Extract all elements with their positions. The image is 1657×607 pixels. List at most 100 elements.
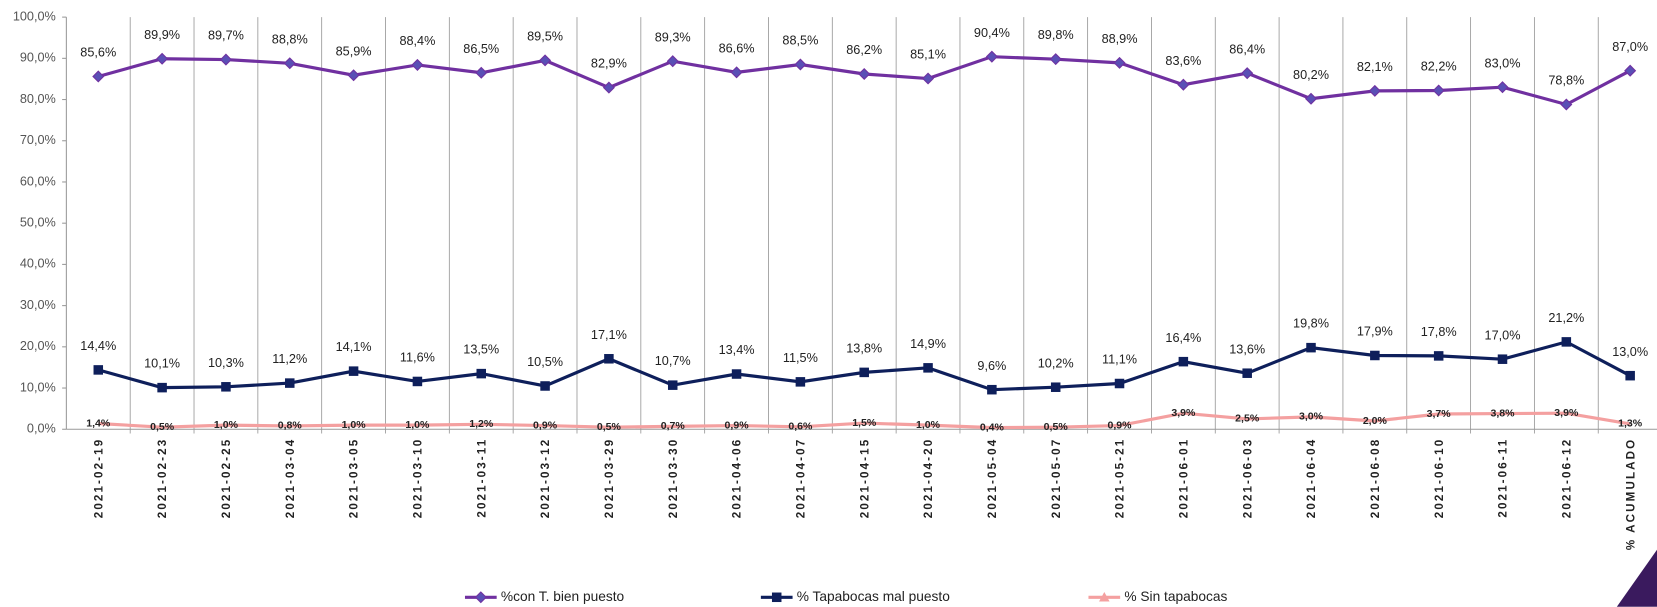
legend-marker (474, 591, 487, 604)
data-label: 17,8% (1421, 325, 1457, 339)
x-tick-label: 2021-03-11 (475, 438, 488, 518)
x-tick-label: 2021-03-12 (539, 438, 552, 519)
data-label: 11,2% (272, 352, 307, 366)
data-label: 83,6% (1165, 54, 1201, 68)
data-label: 17,0% (1485, 328, 1521, 342)
data-label: 1,4% (86, 417, 111, 429)
x-tick-label: 2021-05-21 (1114, 438, 1127, 519)
point (1242, 368, 1252, 378)
data-label: 13,4% (719, 343, 755, 357)
data-label: 13,6% (1229, 342, 1265, 356)
data-label: 11,1% (1102, 353, 1137, 367)
data-label: 14,4% (80, 339, 116, 353)
data-label: 10,2% (1038, 356, 1074, 370)
x-tick-label: 2021-05-07 (1050, 438, 1063, 519)
data-label: 0,5% (1044, 421, 1069, 433)
x-tick-label: 2021-04-07 (795, 438, 808, 519)
x-tick-label: 2021-06-11 (1497, 438, 1510, 518)
data-label: 89,9% (144, 28, 180, 42)
data-label: 89,3% (655, 30, 691, 44)
data-label: 89,8% (1038, 28, 1074, 42)
data-label: 21,2% (1548, 311, 1584, 325)
data-label: 1,0% (214, 419, 239, 431)
point (347, 69, 360, 82)
point (1241, 67, 1254, 80)
point (285, 378, 295, 388)
point (1178, 356, 1189, 367)
point (1560, 98, 1573, 111)
legend-label: % Sin tapabocas (1124, 589, 1227, 604)
point (475, 66, 488, 79)
point (985, 50, 998, 63)
data-label: 80,2% (1293, 68, 1329, 82)
data-label: 83,0% (1485, 56, 1521, 70)
point (539, 54, 552, 67)
legend-marker (771, 592, 782, 603)
data-label: 82,2% (1421, 60, 1457, 74)
data-label: 0,5% (150, 421, 175, 433)
x-tick-label: 2021-03-30 (667, 438, 680, 519)
x-tick-label: 2021-03-05 (348, 438, 361, 519)
point (858, 67, 871, 81)
point (859, 367, 869, 378)
data-label: 85,1% (910, 48, 946, 62)
data-label: 1,0% (916, 419, 941, 431)
data-label: 85,6% (80, 46, 116, 60)
x-tick-label: % ACUMULADO (1624, 438, 1637, 550)
data-label: 0,9% (725, 419, 750, 431)
point (667, 380, 678, 390)
y-tick-label: 60,0% (20, 174, 56, 188)
y-tick-label: 30,0% (20, 298, 56, 312)
x-tick-label: 2021-03-29 (603, 438, 616, 519)
point (156, 52, 169, 65)
data-label: 1,5% (852, 417, 877, 429)
data-label: 11,6% (400, 351, 435, 365)
data-label: 0,4% (980, 421, 1005, 433)
point (219, 53, 232, 66)
legend-marker (1099, 591, 1110, 602)
data-label: 14,1% (336, 340, 372, 354)
x-tick-label: 2021-03-10 (412, 438, 425, 519)
point (666, 55, 679, 68)
point (1370, 350, 1380, 361)
data-label: 0,5% (597, 421, 622, 433)
point (1368, 84, 1381, 97)
x-tick-label: 2021-04-20 (922, 438, 935, 519)
x-tick-label: 2021-02-19 (92, 438, 105, 519)
point (412, 376, 423, 387)
point (794, 58, 807, 71)
x-tick-label: 2021-04-06 (731, 438, 744, 519)
data-label: 86,2% (846, 43, 882, 57)
data-label: 86,5% (463, 42, 499, 56)
point (476, 368, 487, 379)
x-tick-label: 2021-02-25 (220, 438, 233, 519)
x-tick-label: 2021-06-04 (1305, 438, 1318, 519)
data-label: 2,5% (1235, 413, 1260, 425)
point (540, 381, 550, 391)
data-label: 10,5% (527, 355, 563, 369)
data-label: 17,9% (1357, 325, 1393, 339)
data-label: 9,6% (977, 359, 1006, 373)
point (987, 384, 997, 395)
y-tick-label: 20,0% (20, 339, 56, 353)
data-label: 88,4% (399, 34, 435, 48)
point (1433, 351, 1444, 361)
point (1306, 342, 1316, 353)
point (283, 57, 296, 70)
data-label: 1,3% (1618, 418, 1643, 430)
data-label: 89,5% (527, 29, 563, 43)
data-label: 88,9% (1102, 32, 1138, 46)
point (411, 58, 424, 71)
corner-decoration (1616, 549, 1657, 607)
point (1050, 382, 1061, 392)
data-label: 13,8% (846, 341, 882, 355)
point (1114, 378, 1125, 389)
point (1304, 92, 1318, 105)
data-label: 88,5% (782, 34, 818, 48)
data-label: 87,0% (1612, 40, 1648, 54)
data-label: 3,9% (1554, 407, 1579, 419)
data-label: 86,6% (719, 41, 755, 55)
data-label: 2,0% (1363, 415, 1388, 427)
data-label: 13,5% (463, 343, 499, 357)
point (93, 365, 104, 375)
